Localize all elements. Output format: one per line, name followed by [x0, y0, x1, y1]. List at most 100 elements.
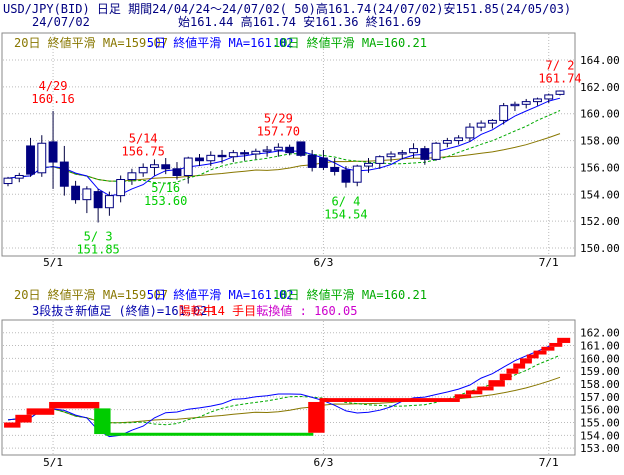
candle-body	[195, 157, 204, 162]
y-tick-label: 157.00	[580, 391, 620, 404]
candle-body	[273, 146, 283, 151]
candle-body	[82, 188, 92, 201]
annotation-value: 154.54	[324, 208, 367, 222]
candle	[296, 141, 306, 157]
ma10-line	[7, 110, 561, 184]
x-tick-label: 7/1	[539, 456, 559, 469]
annotation-value: 161.74	[538, 71, 581, 85]
candle-body	[330, 166, 340, 172]
legend-entry: 5日 終値平滑 MA=161.02	[147, 35, 294, 50]
candle	[93, 188, 103, 223]
candle-body	[352, 165, 362, 183]
y-tick-label: 164.00	[580, 54, 620, 67]
y-tick-label: 160.00	[580, 352, 620, 365]
candle	[59, 145, 69, 196]
y-tick-label: 153.00	[580, 442, 620, 455]
candle	[465, 123, 475, 142]
annotation-date: 6/ 4	[332, 195, 361, 209]
line-break-panel: 153.00154.00155.00156.00157.00158.00159.…	[1, 287, 620, 469]
y-tick-label: 161.00	[580, 340, 620, 353]
line-break-brick	[319, 398, 460, 402]
candle	[364, 158, 373, 173]
candle-body	[37, 142, 47, 174]
line-break-brick	[488, 380, 505, 387]
candlestick-grid	[3, 34, 574, 255]
candle	[420, 145, 430, 165]
candle-body	[71, 185, 81, 201]
info-text: 3段抜き新値足 (終値)=161.02	[32, 303, 207, 318]
line-break-brick	[49, 401, 100, 409]
line-break-brick	[549, 342, 563, 347]
candle	[262, 145, 272, 157]
candle-body	[533, 98, 542, 103]
y-tick-label: 162.00	[580, 327, 620, 340]
candle	[273, 143, 283, 157]
candle-body	[431, 142, 441, 160]
candle-body	[116, 179, 126, 197]
line-break-brick	[520, 358, 532, 364]
candle	[285, 144, 295, 156]
candle-body	[138, 166, 148, 174]
candle	[14, 172, 24, 183]
candle	[138, 163, 148, 177]
candle	[82, 186, 92, 214]
line-break-brick	[513, 363, 526, 369]
line-break-brick	[541, 346, 555, 351]
y-tick-label: 158.00	[580, 378, 620, 391]
info-text: 陽転中	[179, 303, 215, 318]
x-tick-label: 6/3	[313, 256, 333, 269]
y-tick-label: 155.00	[580, 416, 620, 429]
candle	[116, 175, 126, 203]
candlestick-plot-frame	[1, 32, 576, 257]
candle-body	[318, 157, 328, 168]
candle	[172, 162, 182, 180]
candle	[510, 101, 520, 112]
info-text: 転換値 : 160.05	[256, 303, 357, 318]
candle	[183, 156, 193, 184]
candle	[127, 168, 137, 185]
y-tick-label: 162.00	[580, 81, 620, 94]
legend-entry: 20日 終値平滑 MA=159.07	[14, 35, 168, 50]
candle-body	[555, 90, 565, 95]
candle-body	[465, 126, 475, 139]
legend-entry: 20日 終値平滑 MA=159.07	[14, 287, 168, 302]
y-tick-label: 158.00	[580, 135, 620, 148]
candle-body	[150, 164, 159, 168]
candle-body	[228, 152, 238, 158]
line-break-brick	[454, 394, 472, 399]
candle	[442, 137, 452, 148]
candle-body	[14, 174, 24, 179]
candle	[476, 120, 486, 132]
x-tick-label: 5/1	[43, 256, 63, 269]
candle	[409, 143, 418, 159]
candle-body	[442, 140, 452, 144]
candle-body	[48, 141, 58, 163]
candle	[431, 141, 441, 161]
candle	[375, 155, 385, 169]
candle	[3, 176, 13, 187]
candle	[544, 93, 554, 103]
line-break-brick	[477, 386, 494, 391]
y-tick-label: 160.00	[580, 108, 620, 121]
candle	[386, 151, 396, 163]
candlestick-series	[3, 90, 565, 223]
line-break-brick	[26, 408, 55, 415]
candle-body	[476, 122, 486, 128]
candle-body	[307, 154, 317, 168]
candle-body	[93, 191, 103, 209]
annotation-value: 156.75	[122, 144, 165, 158]
ma5-line	[7, 97, 561, 197]
candle-body	[386, 153, 396, 158]
y-tick-label: 154.00	[580, 429, 620, 442]
legend-entry: 5日 終値平滑 MA=161.02	[147, 287, 294, 302]
candle	[206, 151, 216, 167]
candle-body	[521, 101, 531, 105]
candle-body	[454, 137, 464, 142]
line-break-brick	[94, 408, 111, 435]
candle-body	[499, 105, 509, 121]
candle-body	[26, 145, 35, 175]
annotation-value: 157.70	[257, 124, 300, 138]
